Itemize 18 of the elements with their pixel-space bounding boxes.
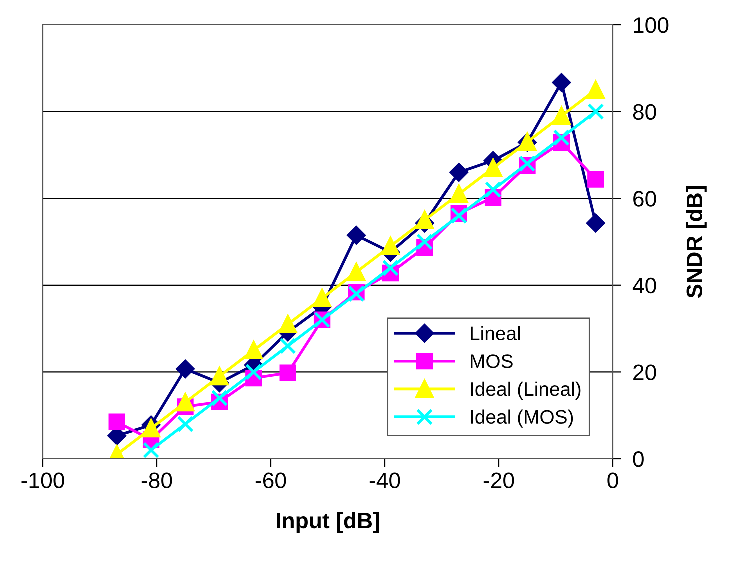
x-tick-label: -80: [142, 472, 172, 489]
x-tick-label: -20: [484, 472, 514, 489]
y-tick-label: 80: [633, 104, 656, 120]
legend-label: Lineal: [471, 326, 520, 340]
legend-label: MOS: [471, 354, 513, 368]
y-tick-label: 100: [634, 18, 669, 34]
y-tick-label: 40: [632, 278, 656, 294]
x-tick-label: -40: [370, 472, 400, 489]
x-axis-title: Input [dB]: [277, 512, 380, 534]
y-tick-label: 20: [634, 364, 656, 380]
legend-label: Ideal (MOS): [471, 410, 574, 428]
x-tick-label: 0: [608, 472, 618, 489]
x-tick-label: -60: [256, 472, 286, 489]
y-axis-title: SNDR [dB]: [686, 186, 707, 298]
y-tick-label: 0: [633, 452, 644, 468]
x-tick-label: -100: [22, 472, 64, 489]
legend-label: Ideal (Lineal): [471, 382, 581, 400]
y-tick-label: 60: [634, 191, 656, 207]
